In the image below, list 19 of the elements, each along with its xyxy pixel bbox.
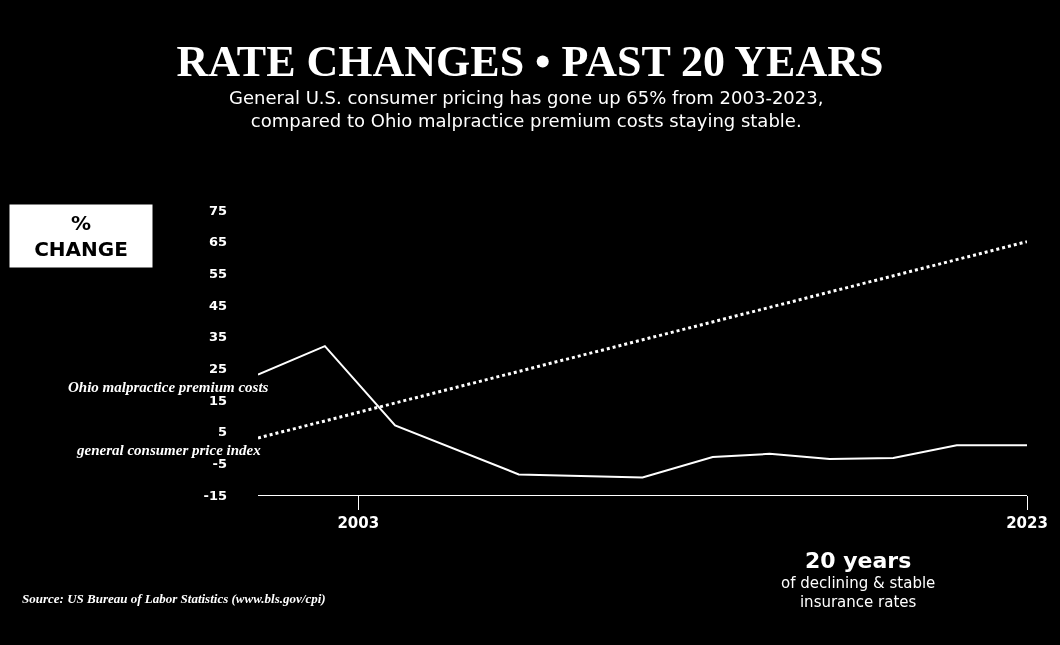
y-tick-label: 35	[208, 329, 227, 345]
series-label: Ohio malpractice premium costs	[68, 379, 269, 395]
series-label: general consumer price index	[76, 442, 262, 458]
y-axis-title: % CHANGE	[34, 211, 128, 261]
y-tick-label: 25	[208, 360, 227, 376]
y-tick-label: 75	[208, 202, 227, 218]
y-tick-label: 45	[208, 297, 227, 313]
x-tick-label: 2003	[337, 514, 380, 532]
y-tick-label: 65	[208, 234, 227, 250]
text: 20 years of declining & stable insurance rates	[781, 548, 936, 611]
chart-subtitle: General U.S. consumer pricing has gone up 65% from 2003-2023, compared to Ohio malpractice premium costs staying stable.	[229, 87, 824, 132]
y-tick-label: 55	[208, 265, 227, 281]
source-note: Source: US Bureau of Labor Statistics (www.bls.gov/cpi)	[22, 591, 326, 606]
x-tick-label: 2023	[1006, 514, 1048, 532]
y-tick-label: 5	[217, 424, 227, 440]
chart-title: RATE CHANGES • PAST 20 YEARS	[176, 36, 884, 86]
y-tick-label: 15	[208, 392, 227, 408]
y-tick-label: -15	[203, 487, 227, 503]
y-tick-label: -5	[212, 455, 227, 471]
